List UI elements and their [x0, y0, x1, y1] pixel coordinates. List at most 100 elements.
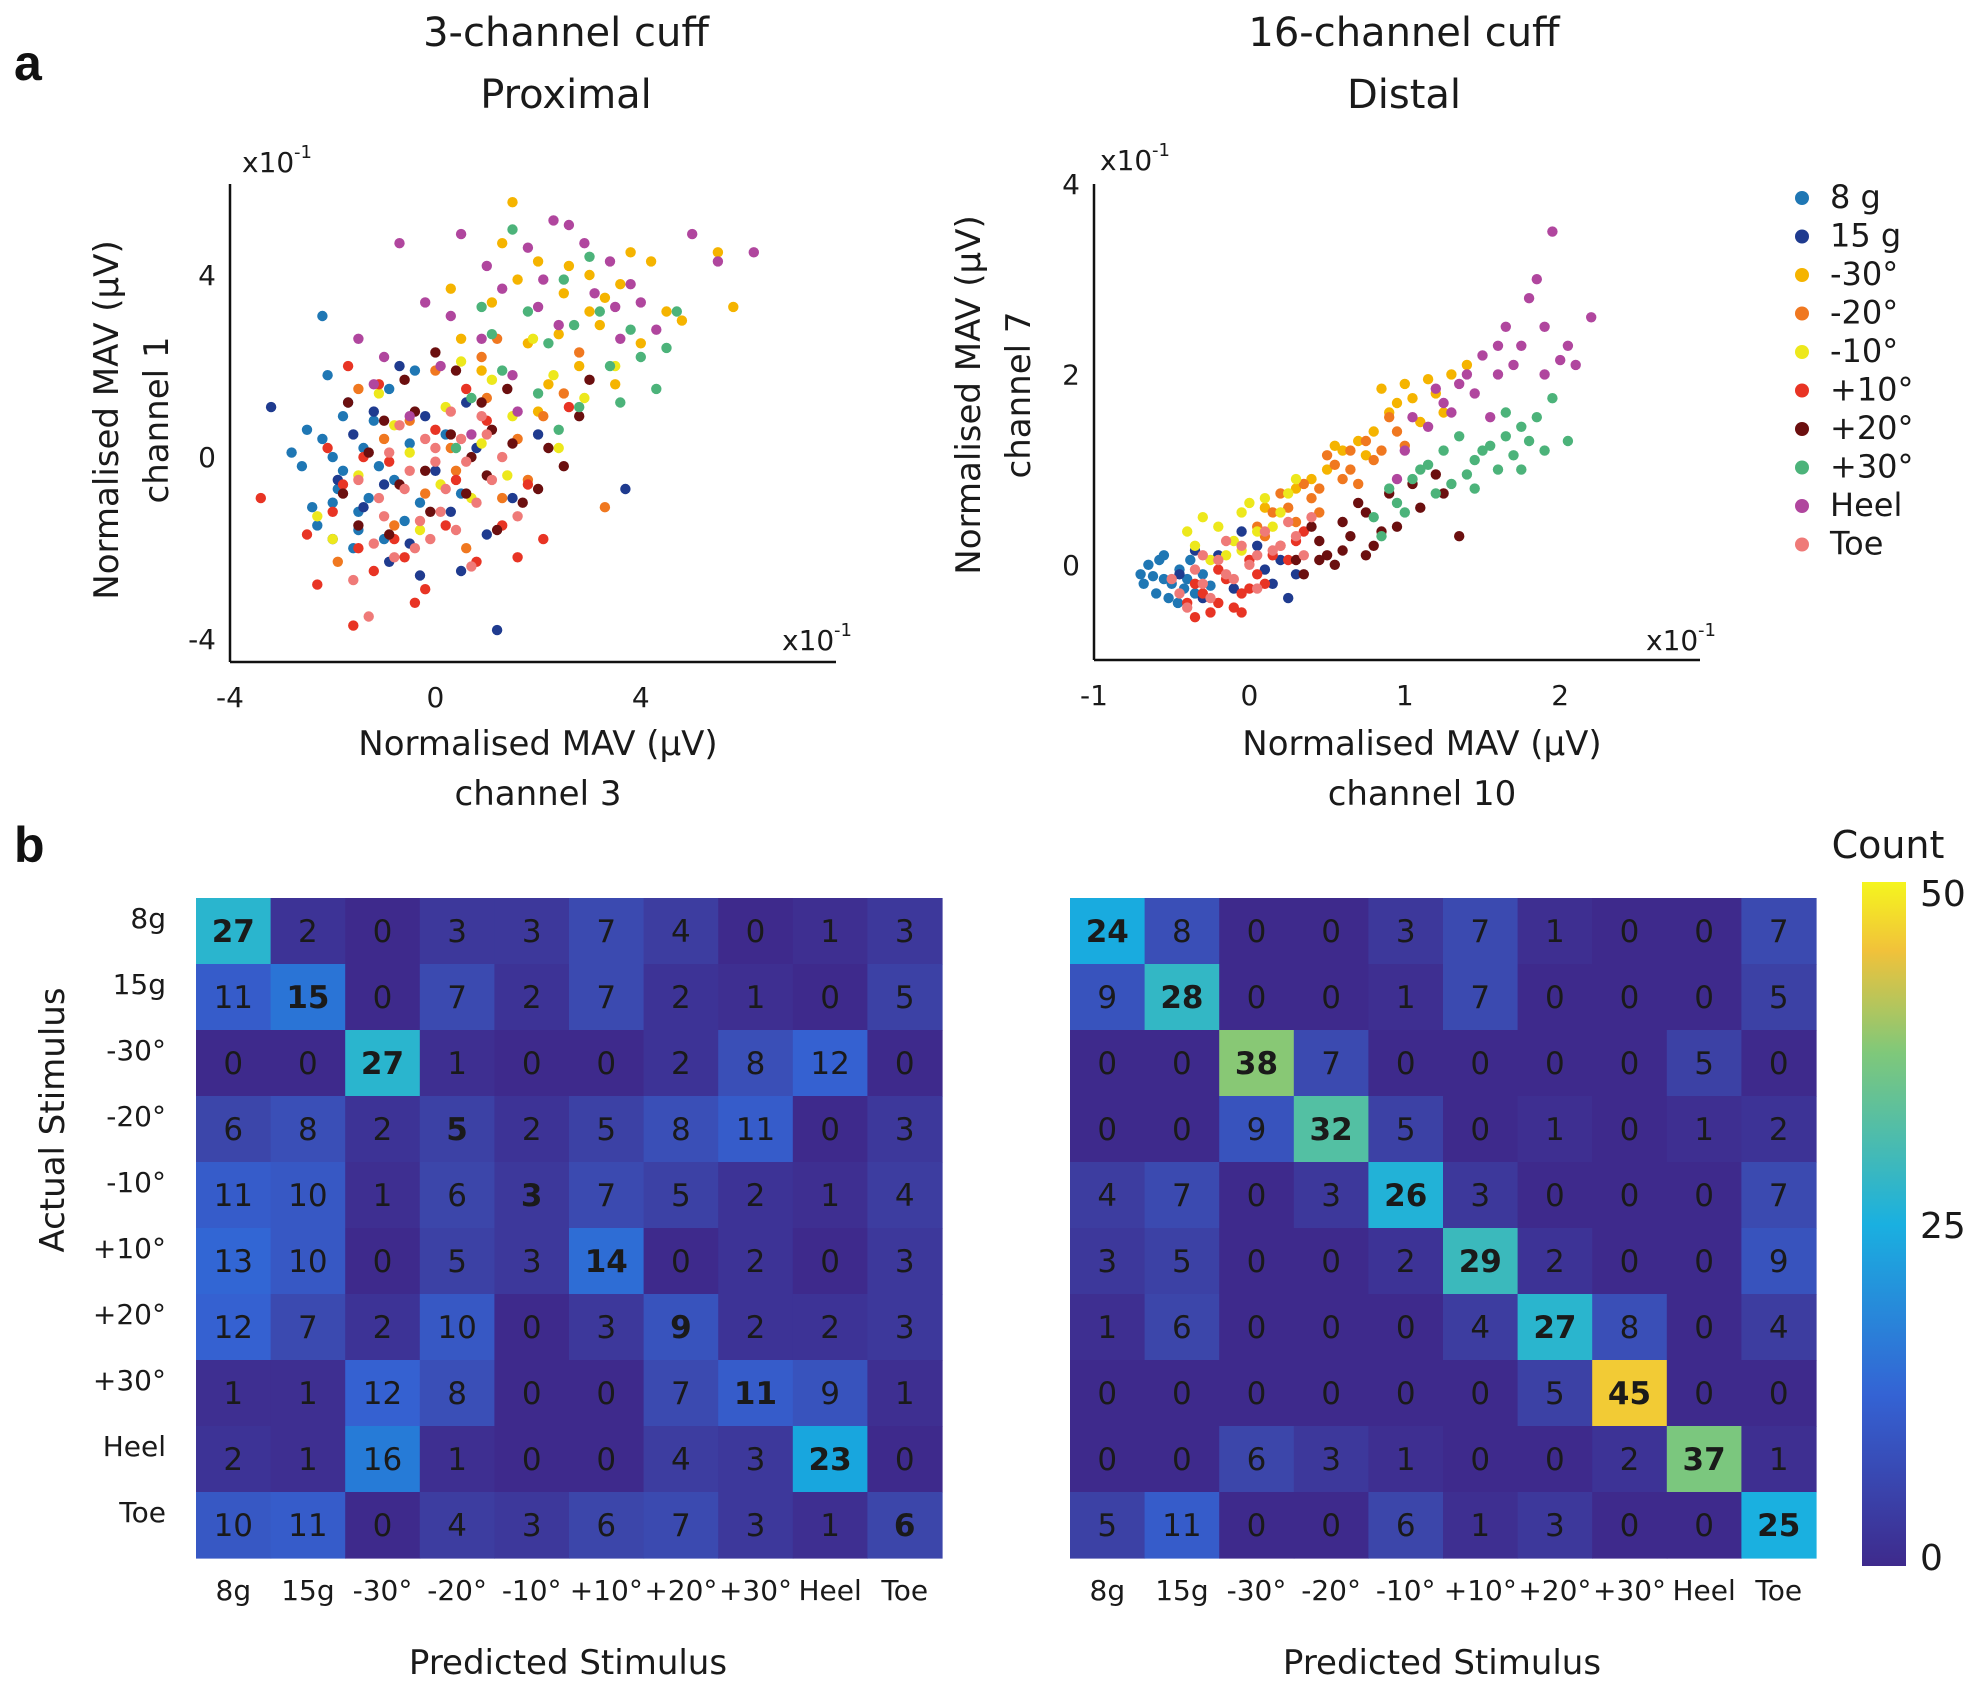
scatter-point [476, 351, 487, 363]
scatter-point [363, 447, 374, 458]
scatter-point [445, 429, 456, 440]
heatmap-cell-value: 4 [447, 1508, 467, 1544]
scatter-point [1213, 554, 1224, 566]
heatmap-cell [1144, 1030, 1220, 1097]
scatter-point [301, 529, 313, 540]
scatter-point [615, 333, 626, 344]
scatter-point [651, 324, 662, 335]
scatter-point [450, 442, 462, 454]
scatter-point [455, 433, 467, 445]
scatter-point [512, 552, 523, 563]
heatmap-cell [1070, 1360, 1146, 1427]
heatmap-ytick-label: +30° [93, 1364, 166, 1397]
scatter-point [1368, 512, 1379, 523]
scatter-point [414, 570, 426, 581]
scatter-point [543, 442, 554, 454]
scatter-point [348, 429, 359, 440]
scatter-point [1531, 412, 1543, 423]
heatmap-cell-value: 1 [1396, 1442, 1416, 1478]
scatter-point [450, 474, 462, 486]
scatter-point [486, 329, 498, 340]
heatmap-cell [867, 964, 943, 1031]
scatter-proximal: 3-channel cuff Proximal x10 -1 x10 -1 -4… [87, 10, 852, 814]
heatmap-cell [196, 1294, 272, 1361]
heatmap-cell [643, 1030, 719, 1097]
heatmap-cell [1219, 1426, 1295, 1493]
heatmap-cell [494, 1492, 570, 1559]
heatmap-cell-value: 23 [809, 1442, 852, 1478]
scatter-point [507, 438, 518, 449]
heatmap-cell-value: 1 [1545, 1112, 1565, 1148]
scatter-point [553, 442, 564, 454]
heatmap-cell-value: 10 [437, 1310, 476, 1346]
scatter-point [1353, 497, 1364, 509]
heatmap-cell [1666, 1360, 1742, 1427]
scatter-point [420, 297, 431, 308]
heatmap-cell [569, 1096, 645, 1163]
scatter-point [1321, 450, 1333, 461]
scatter-point [1399, 507, 1411, 518]
scatter-point [1298, 550, 1310, 561]
scatter-point [1516, 340, 1527, 351]
heatmap-cell-value: 0 [820, 980, 840, 1016]
colorbar-title: Count [1832, 823, 1945, 867]
heatmap-cell-value: 0 [1321, 1376, 1341, 1412]
heatmap-cell-value: 5 [1769, 980, 1789, 1016]
heatmap-cell [1517, 1030, 1593, 1097]
scatter-point [399, 515, 410, 527]
heatmap-cell-value: 7 [596, 980, 616, 1016]
heatmap-cell-value: 0 [895, 1442, 915, 1478]
scatter-point [687, 228, 698, 240]
scatter-point [1236, 526, 1247, 537]
scatter1-x-multiplier: x10 -1 [782, 620, 852, 657]
heatmap-cell-value: 11 [214, 1178, 253, 1214]
scatter-point [455, 333, 467, 344]
heatmap-cell-value: 2 [223, 1442, 243, 1478]
scatter-point [322, 442, 333, 454]
heatmap-cell [867, 1294, 943, 1361]
heatmap-cell [270, 1228, 346, 1295]
scatter2-xtick-label: -1 [1080, 679, 1108, 712]
heatmap-cell [419, 1492, 495, 1559]
scatter-point [1454, 431, 1465, 442]
heatmap-cell-value: 15 [286, 980, 329, 1016]
heatmap-cell [494, 1030, 570, 1097]
heatmap-xtick-label: +10° [1444, 1574, 1517, 1607]
scatter-point [389, 520, 400, 531]
scatter-point [1391, 473, 1403, 485]
heatmap-cell [1741, 1360, 1817, 1427]
scatter-point [1197, 550, 1209, 561]
scatter-point [353, 333, 364, 344]
legend-label: -10° [1830, 332, 1898, 370]
heatmap-cell-value: 27 [361, 1046, 404, 1082]
heatmap-cell [1666, 1426, 1742, 1493]
scatter-point [466, 429, 477, 440]
scatter-point [1205, 554, 1216, 566]
scatter-point [1228, 573, 1240, 585]
scatter-point [389, 552, 400, 563]
scatter-point [1298, 526, 1310, 537]
scatter-point [1422, 374, 1434, 385]
heatmap-cell [270, 1426, 346, 1493]
scatter-point [1477, 350, 1488, 361]
heatmap-cell [196, 1426, 272, 1493]
legend-label: 8 g [1830, 178, 1881, 216]
heatmap-cell [345, 1360, 421, 1427]
heatmap-cell-value: 0 [1321, 1508, 1341, 1544]
scatter-point [255, 492, 266, 504]
scatter-point [661, 306, 672, 317]
scatter-point [353, 383, 364, 395]
heatmap-cell [1592, 1492, 1668, 1559]
heatmap-cell-value: 3 [522, 914, 542, 950]
heatmap-cell [494, 964, 570, 1031]
heatmap-cell [1219, 1096, 1295, 1163]
scatter-point [1368, 454, 1379, 466]
heatmap-cell-value: 0 [1545, 980, 1565, 1016]
heatmap-cell [569, 1426, 645, 1493]
scatter-point [1189, 540, 1201, 551]
heatmap-cell [345, 1162, 421, 1229]
heatmap-cell [1144, 964, 1220, 1031]
scatter-point [1360, 435, 1372, 447]
heatmap-cell [1517, 1162, 1593, 1229]
heatmap-cell-value: 2 [373, 1310, 393, 1346]
